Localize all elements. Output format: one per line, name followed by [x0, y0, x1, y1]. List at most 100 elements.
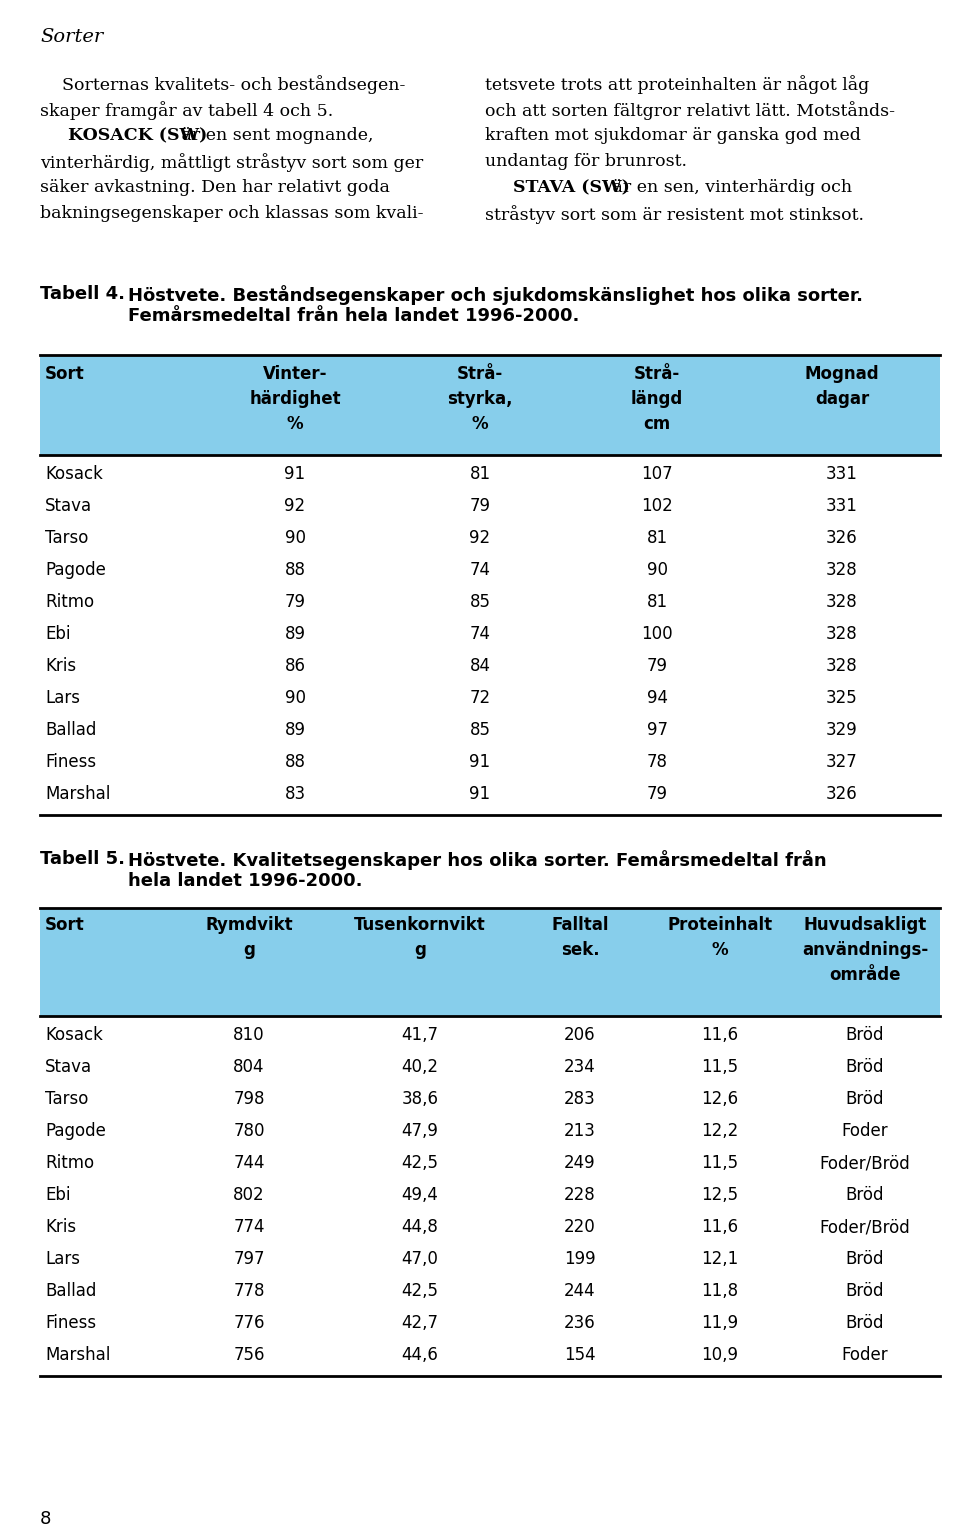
Text: Bröd: Bröd	[846, 1027, 884, 1043]
Text: 92: 92	[284, 497, 305, 516]
Text: 12,6: 12,6	[702, 1089, 738, 1108]
Text: är en sent mognande,: är en sent mognande,	[176, 127, 373, 144]
Text: 756: 756	[233, 1346, 265, 1365]
Text: 79: 79	[284, 594, 305, 610]
Text: Tabell 4.: Tabell 4.	[40, 285, 125, 303]
Text: skaper framgår av tabell 4 och 5.: skaper framgår av tabell 4 och 5.	[40, 101, 333, 119]
Text: Bröd: Bröd	[846, 1059, 884, 1076]
Text: 91: 91	[469, 753, 491, 771]
Text: 326: 326	[827, 785, 858, 803]
Text: 798: 798	[233, 1089, 265, 1108]
Text: 12,2: 12,2	[702, 1121, 738, 1140]
Text: 42,5: 42,5	[401, 1154, 439, 1172]
Text: 802: 802	[233, 1186, 265, 1204]
Text: 79: 79	[646, 785, 667, 803]
Text: Höstvete. Beståndsegenskaper och sjukdomskänslighet hos olika sorter.: Höstvete. Beståndsegenskaper och sjukdom…	[128, 285, 863, 304]
Text: Mognad
dagar: Mognad dagar	[804, 366, 879, 409]
Text: 11,5: 11,5	[702, 1059, 738, 1076]
Text: Tarso: Tarso	[45, 1089, 88, 1108]
Text: Finess: Finess	[45, 1314, 96, 1333]
Text: Tusenkornvikt
g: Tusenkornvikt g	[354, 916, 486, 959]
Text: KOSACK (SW): KOSACK (SW)	[44, 127, 207, 144]
Text: 88: 88	[284, 562, 305, 578]
Text: 74: 74	[469, 624, 491, 643]
Text: Lars: Lars	[45, 688, 80, 707]
Text: 12,5: 12,5	[702, 1186, 738, 1204]
Text: Bröd: Bröd	[846, 1250, 884, 1268]
Text: 90: 90	[284, 688, 305, 707]
Text: 11,5: 11,5	[702, 1154, 738, 1172]
Text: 49,4: 49,4	[401, 1186, 439, 1204]
Text: 778: 778	[233, 1282, 265, 1300]
Text: Lars: Lars	[45, 1250, 80, 1268]
Text: 44,6: 44,6	[401, 1346, 439, 1365]
Text: Höstvete. Kvalitetsegenskaper hos olika sorter. Femårsmedeltal från: Höstvete. Kvalitetsegenskaper hos olika …	[128, 851, 827, 871]
Text: 91: 91	[469, 785, 491, 803]
Text: Tabell 5.: Tabell 5.	[40, 851, 125, 868]
Text: 79: 79	[469, 497, 491, 516]
Text: 331: 331	[826, 465, 858, 483]
Text: 199: 199	[564, 1250, 596, 1268]
Text: 776: 776	[233, 1314, 265, 1333]
Text: 89: 89	[284, 624, 305, 643]
Text: 79: 79	[646, 656, 667, 675]
Text: Pagode: Pagode	[45, 1121, 106, 1140]
Text: 220: 220	[564, 1218, 596, 1236]
Text: 228: 228	[564, 1186, 596, 1204]
Text: 11,6: 11,6	[702, 1027, 738, 1043]
Text: Huvudsakligt
användnings-
område: Huvudsakligt användnings- område	[802, 916, 928, 984]
Text: 100: 100	[641, 624, 673, 643]
Text: 797: 797	[233, 1250, 265, 1268]
Text: 804: 804	[233, 1059, 265, 1076]
Text: 327: 327	[827, 753, 858, 771]
Text: Bröd: Bröd	[846, 1186, 884, 1204]
Text: 42,7: 42,7	[401, 1314, 439, 1333]
Text: stråstyv sort som är resistent mot stinksot.: stråstyv sort som är resistent mot stink…	[485, 205, 864, 223]
Text: Kris: Kris	[45, 656, 76, 675]
Text: Stava: Stava	[45, 497, 92, 516]
Text: 78: 78	[646, 753, 667, 771]
Text: 780: 780	[233, 1121, 265, 1140]
Text: 41,7: 41,7	[401, 1027, 439, 1043]
Text: Sort: Sort	[45, 366, 84, 382]
Bar	[40, 907, 940, 1016]
Text: 11,8: 11,8	[702, 1282, 738, 1300]
Text: kraften mot sjukdomar är ganska god med: kraften mot sjukdomar är ganska god med	[485, 127, 861, 144]
Text: 88: 88	[284, 753, 305, 771]
Text: Foder/Bröd: Foder/Bröd	[820, 1218, 910, 1236]
Text: Foder/Bröd: Foder/Bröd	[820, 1154, 910, 1172]
Text: 328: 328	[827, 562, 858, 578]
Text: Bröd: Bröd	[846, 1314, 884, 1333]
Text: 86: 86	[284, 656, 305, 675]
Text: 744: 744	[233, 1154, 265, 1172]
Text: 74: 74	[469, 562, 491, 578]
Text: 328: 328	[827, 656, 858, 675]
Text: 236: 236	[564, 1314, 596, 1333]
Text: 44,8: 44,8	[401, 1218, 439, 1236]
Text: Sort: Sort	[45, 916, 84, 933]
Text: Kosack: Kosack	[45, 1027, 103, 1043]
Text: Femårsmedeltal från hela landet 1996-2000.: Femårsmedeltal från hela landet 1996-200…	[128, 308, 580, 324]
Text: Vinter-
härdighet
%: Vinter- härdighet %	[250, 366, 341, 433]
Text: 11,9: 11,9	[702, 1314, 738, 1333]
Text: 774: 774	[233, 1218, 265, 1236]
Text: hela landet 1996-2000.: hela landet 1996-2000.	[128, 872, 363, 890]
Text: 38,6: 38,6	[401, 1089, 439, 1108]
Text: 47,0: 47,0	[401, 1250, 439, 1268]
Text: 11,6: 11,6	[702, 1218, 738, 1236]
Text: Stava: Stava	[45, 1059, 92, 1076]
Text: Bröd: Bröd	[846, 1282, 884, 1300]
Text: 206: 206	[564, 1027, 596, 1043]
Text: 81: 81	[469, 465, 491, 483]
Text: Sorternas kvalitets- och beståndsegen-: Sorternas kvalitets- och beståndsegen-	[40, 75, 405, 93]
Text: 40,2: 40,2	[401, 1059, 439, 1076]
Text: STAVA (SW): STAVA (SW)	[489, 179, 630, 196]
Text: 244: 244	[564, 1282, 596, 1300]
Text: Ritmo: Ritmo	[45, 594, 94, 610]
Text: 234: 234	[564, 1059, 596, 1076]
Text: Marshal: Marshal	[45, 1346, 110, 1365]
Text: 213: 213	[564, 1121, 596, 1140]
Text: 90: 90	[646, 562, 667, 578]
Text: och att sorten fältgror relativt lätt. Motstånds-: och att sorten fältgror relativt lätt. M…	[485, 101, 895, 119]
Text: undantag för brunrost.: undantag för brunrost.	[485, 153, 687, 170]
